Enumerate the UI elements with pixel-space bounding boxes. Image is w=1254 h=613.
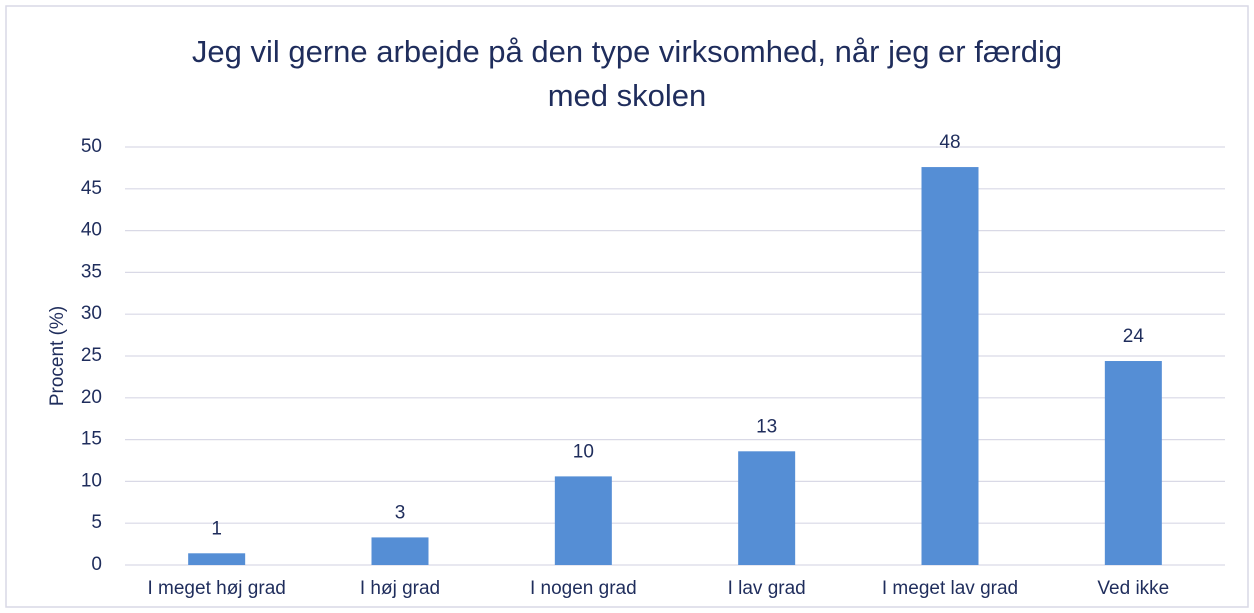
data-label: 24	[1123, 326, 1145, 347]
x-tick-label: Ved ikke	[1097, 578, 1169, 599]
x-tick-label: I nogen grad	[530, 578, 637, 599]
y-tick-label: 20	[81, 387, 102, 408]
bar	[554, 476, 612, 565]
bar	[371, 537, 429, 565]
bar	[1104, 361, 1162, 565]
y-tick-label: 40	[81, 220, 102, 241]
x-tick-label: I meget høj grad	[147, 578, 285, 599]
frame-border	[5, 5, 1249, 608]
y-tick-label: 15	[81, 429, 102, 450]
x-tick-label: I meget lav grad	[882, 578, 1018, 599]
x-tick-label: I lav grad	[728, 578, 806, 599]
data-label: 10	[573, 441, 594, 462]
y-tick-label: 35	[81, 261, 102, 282]
data-label: 3	[395, 502, 406, 523]
y-tick-label: 10	[81, 470, 102, 491]
x-tick-label: I høj grad	[360, 578, 440, 599]
y-tick-label: 25	[81, 345, 102, 366]
bar	[738, 451, 796, 565]
y-tick-label: 50	[81, 136, 102, 157]
y-tick-label: 0	[91, 554, 102, 575]
bar	[188, 553, 246, 565]
data-label: 48	[939, 132, 960, 153]
y-tick-label: 45	[81, 178, 102, 199]
y-tick-label: 30	[81, 303, 102, 324]
data-label: 13	[756, 416, 777, 437]
y-tick-label: 5	[91, 512, 102, 533]
y-axis-label: Procent (%)	[47, 306, 68, 406]
data-label: 1	[211, 518, 222, 539]
bar	[921, 167, 979, 565]
chart-title: Jeg vil gerne arbejde på den type virkso…	[191, 34, 1063, 113]
